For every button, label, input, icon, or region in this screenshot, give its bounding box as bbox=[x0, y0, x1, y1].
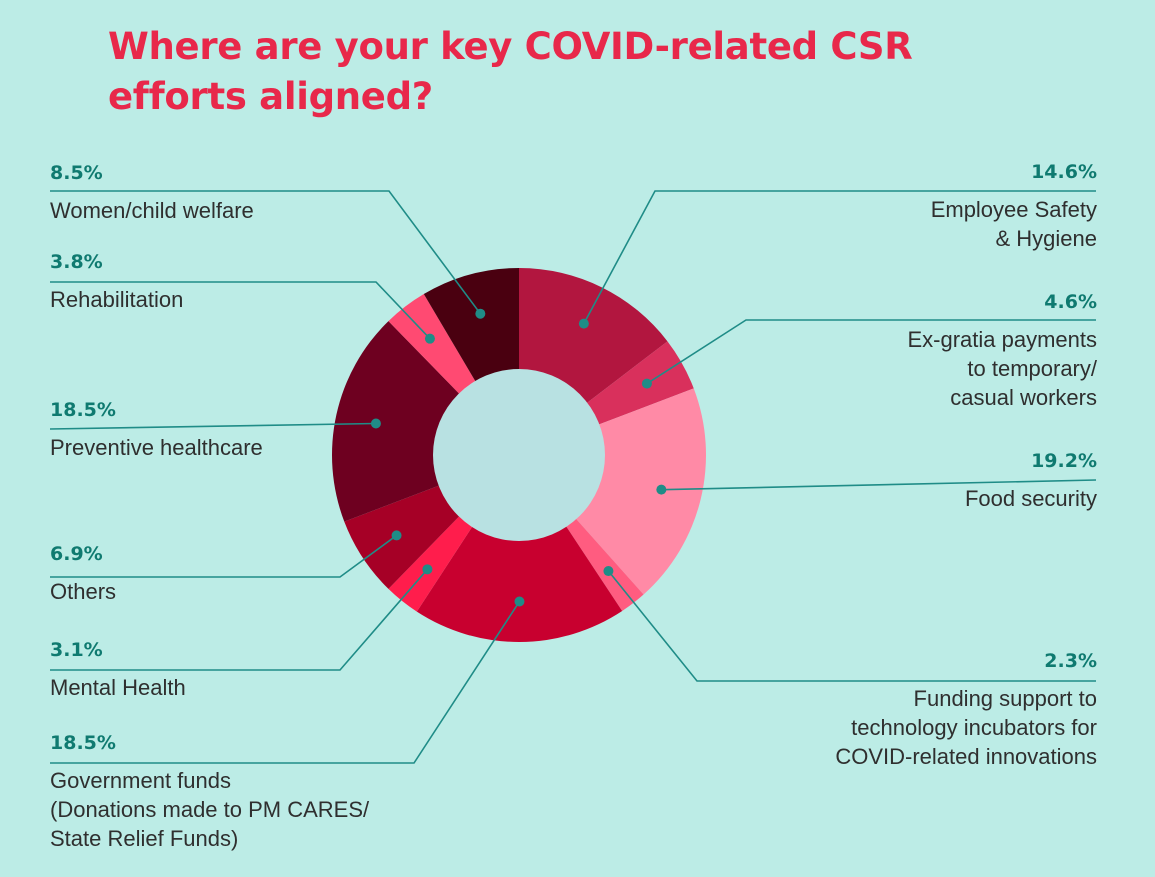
slice-employee-safety-hygiene bbox=[519, 268, 668, 404]
label-mental-health: 3.1% Mental Health bbox=[50, 638, 186, 702]
category-ex-gratia: Ex-gratia payments to temporary/casual wo… bbox=[907, 327, 1097, 410]
chart-title: Where are your key COVID-related CSR eff… bbox=[108, 25, 913, 118]
percent-employee-safety: 14.6% bbox=[1031, 161, 1097, 183]
category-funding-support: Funding support to technology incubators … bbox=[835, 686, 1097, 769]
label-employee-safety: 14.6% Employee Safety & Hygiene bbox=[931, 160, 1097, 253]
leader-dot-rehabilitation bbox=[424, 333, 435, 344]
slice-preventive-healthcare bbox=[331, 321, 461, 522]
leader-line-preventive-healthcare bbox=[49, 422, 376, 430]
percent-mental-health: 3.1% bbox=[50, 639, 103, 661]
label-women-child: 8.5% Women/child welfare bbox=[50, 161, 254, 225]
label-ex-gratia: 4.6% Ex-gratia payments to temporary/casu… bbox=[907, 290, 1097, 412]
label-others: 6.9% Others bbox=[50, 542, 116, 606]
label-food-security: 19.2% Food security bbox=[965, 449, 1097, 513]
category-rehabilitation: Rehabilitation bbox=[50, 287, 184, 312]
leader-line-mental-health bbox=[50, 568, 429, 671]
leader-dot-food-security bbox=[656, 484, 667, 495]
category-employee-safety: Employee Safety & Hygiene bbox=[930, 197, 1097, 251]
leader-dot-others bbox=[391, 530, 402, 541]
slice-ex-gratia-payments-to-temporary-casual-w bbox=[585, 341, 694, 426]
leader-line-food-security bbox=[661, 479, 1097, 491]
category-preventive: Preventive healthcare bbox=[50, 435, 263, 460]
leader-line-government-funds-donations-made-to-pm-ca bbox=[50, 601, 521, 764]
leader-dot-employee-safety-hygiene bbox=[578, 318, 589, 329]
leader-line-others bbox=[50, 534, 398, 578]
leader-dot-mental-health bbox=[422, 564, 433, 575]
leader-dot-funding-support-to-technology-incubators bbox=[603, 566, 614, 577]
label-government-funds: 18.5% Government funds (Donations made to… bbox=[50, 731, 369, 853]
category-women-child: Women/child welfare bbox=[50, 198, 254, 223]
category-food-security: Food security bbox=[964, 486, 1097, 511]
percent-women-child: 8.5% bbox=[50, 162, 103, 184]
category-mental-health: Mental Health bbox=[50, 675, 186, 700]
slice-government-funds-donations-made-to-pm-ca bbox=[416, 525, 623, 642]
category-government-funds: Government funds (Donations made to PM CA… bbox=[50, 768, 370, 851]
percent-government-funds: 18.5% bbox=[50, 732, 116, 754]
percent-food-security: 19.2% bbox=[1031, 450, 1097, 472]
leader-line-funding-support-to-technology-incubators bbox=[607, 570, 1096, 682]
leader-line-ex-gratia-payments-to-temporary-casual-w bbox=[646, 319, 1096, 385]
label-rehabilitation: 3.8% Rehabilitation bbox=[50, 250, 183, 314]
percent-funding-support: 2.3% bbox=[1044, 650, 1097, 672]
leader-line-women-child-welfare bbox=[50, 190, 481, 315]
leader-line-employee-safety-hygiene bbox=[583, 190, 1096, 325]
slice-mental-health bbox=[388, 515, 474, 612]
percent-ex-gratia: 4.6% bbox=[1044, 291, 1097, 313]
label-funding-support: 2.3% Funding support to technology incuba… bbox=[835, 649, 1097, 771]
slice-food-security bbox=[574, 388, 706, 595]
leader-dot-women-child-welfare bbox=[475, 308, 486, 319]
label-preventive: 18.5% Preventive healthcare bbox=[50, 398, 263, 462]
slice-others bbox=[344, 484, 461, 589]
slice-women-child-welfare bbox=[423, 268, 519, 383]
donut-hole bbox=[433, 369, 605, 541]
percent-rehabilitation: 3.8% bbox=[50, 251, 103, 273]
leader-dot-government-funds-donations-made-to-pm-ca bbox=[514, 596, 525, 607]
category-others: Others bbox=[50, 579, 117, 604]
leader-dot-preventive-healthcare bbox=[370, 418, 381, 429]
percent-others: 6.9% bbox=[50, 543, 103, 565]
slice-funding-support-to-technology-incubators bbox=[565, 517, 644, 611]
percent-preventive: 18.5% bbox=[50, 399, 116, 421]
leader-dot-ex-gratia-payments-to-temporary-casual-w bbox=[641, 378, 652, 389]
leader-line-rehabilitation bbox=[50, 281, 431, 340]
